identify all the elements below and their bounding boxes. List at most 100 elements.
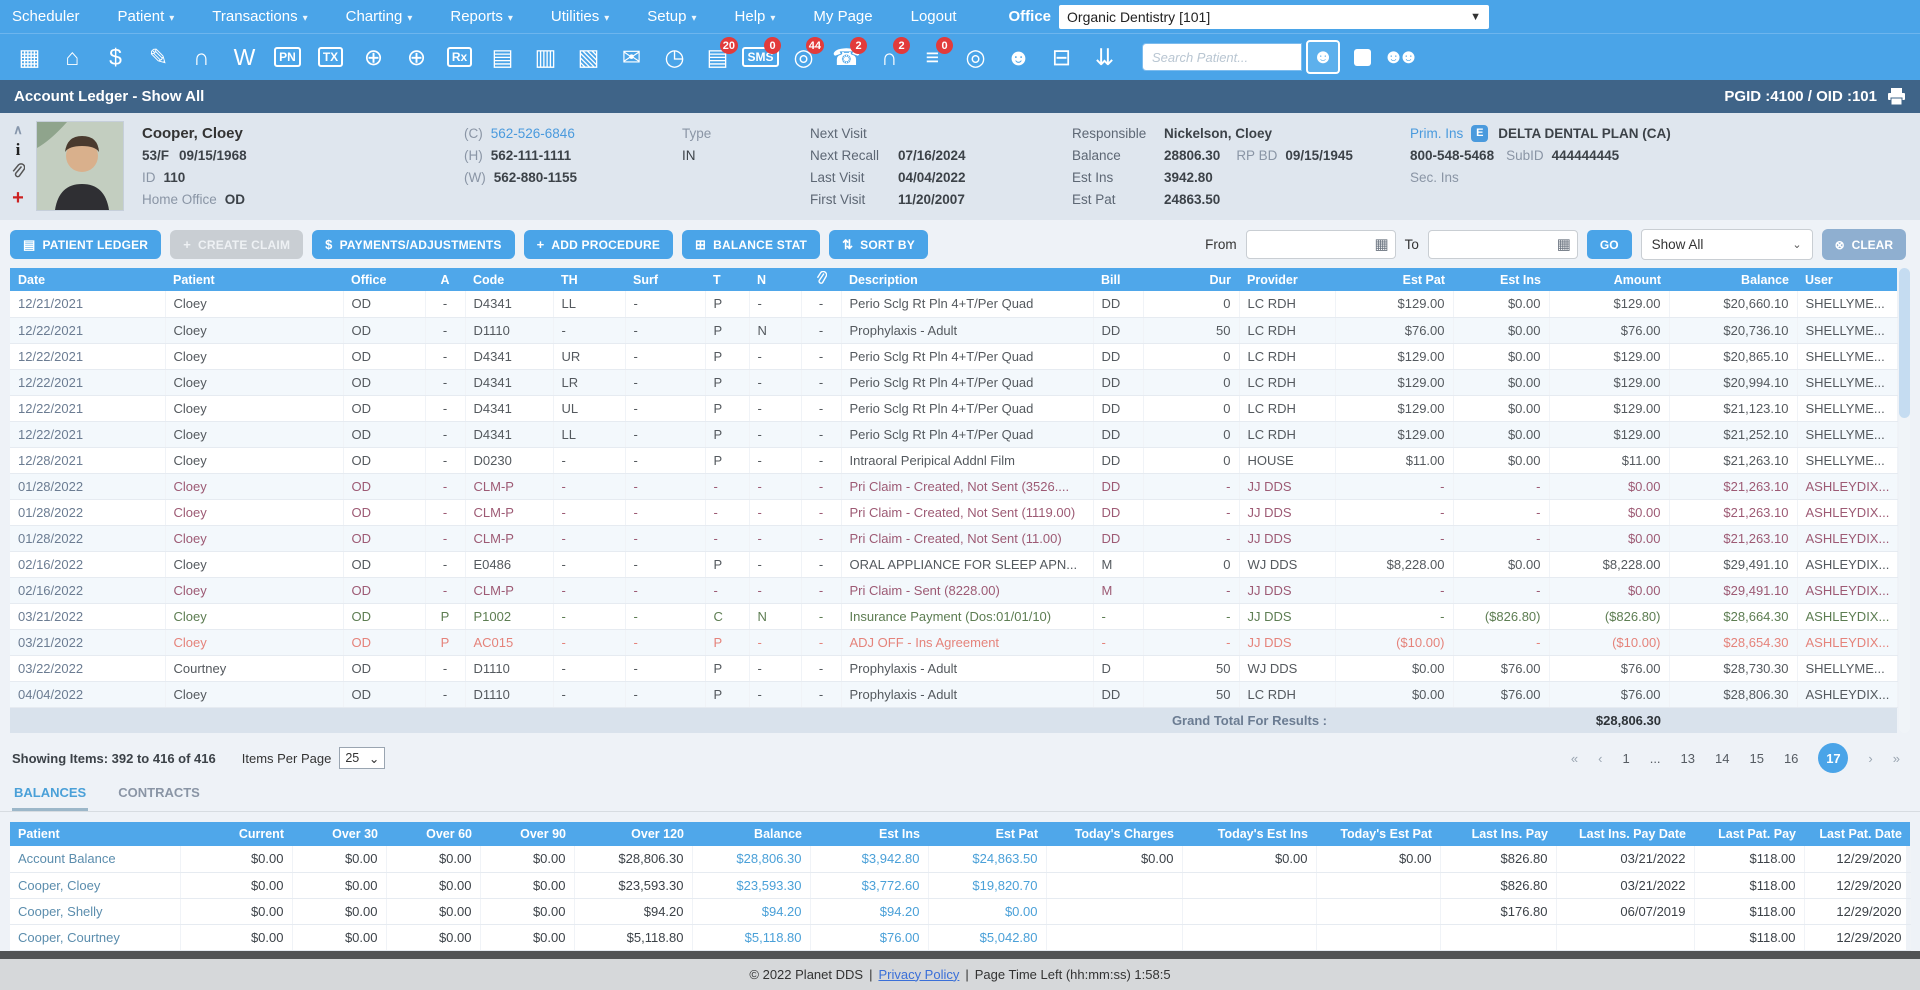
page-arrow-prev[interactable]: ‹ [1598, 750, 1603, 766]
tab-contracts[interactable]: CONTRACTS [118, 785, 200, 800]
bal-col-header-over-90[interactable]: Over 90 [480, 822, 574, 846]
ledger-row[interactable]: 12/21/2021 Cloey OD - D4341 LL - P - - Perio Sclg … [10, 291, 1898, 318]
ledger-row[interactable]: 12/22/2021 Cloey OD - D4341 LR - P - - Perio Sclg … [10, 369, 1898, 396]
bal-col-header-current[interactable]: Current [180, 822, 292, 846]
col-header-user[interactable]: User [1797, 268, 1897, 291]
page-16[interactable]: 16 [1783, 750, 1799, 766]
search-input[interactable] [1142, 43, 1302, 71]
calendar-icon[interactable]: ▦ [1556, 236, 1571, 253]
ledger-row[interactable]: 12/22/2021 Cloey OD - D1110- - P N - Prophylaxis … [10, 317, 1898, 344]
scrollbar-thumb[interactable] [1899, 268, 1910, 418]
col-header-attach[interactable] [801, 268, 841, 291]
web-access-icon[interactable]: ◎ [954, 36, 997, 78]
payments-adjustments-button[interactable]: $ PAYMENTS/ADJUSTMENTS [312, 230, 515, 259]
patient-ledger-button[interactable]: ▤ PATIENT LEDGER [10, 230, 162, 259]
sms-icon[interactable]: SMS 0 [739, 36, 782, 78]
add-icon[interactable]: + [12, 187, 24, 209]
col-header-est-pat[interactable]: Est Pat [1335, 268, 1453, 291]
bal-col-header-est-ins[interactable]: Est Ins [810, 822, 928, 846]
items-per-page-select[interactable]: 25 ⌄ [339, 747, 386, 769]
search-patient-button[interactable]: ☻ [1306, 40, 1340, 74]
show-all-select[interactable]: Show All ⌄ [1640, 229, 1813, 260]
ledger-row[interactable]: 01/28/2022 Cloey OD - CLM-P - - - - - Pri Claim - … [10, 499, 1898, 526]
home-icon[interactable]: ⌂ [51, 36, 94, 78]
col-header-balance[interactable]: Balance [1669, 268, 1797, 291]
tx-calendar-icon[interactable]: TX [309, 36, 352, 78]
prescriptions-icon[interactable]: Rx [438, 36, 481, 78]
page-arrow-next[interactable]: › [1868, 750, 1873, 766]
page-15[interactable]: 15 [1749, 750, 1764, 766]
staff-icon[interactable]: ☻ [997, 36, 1040, 78]
mail-icon[interactable]: ✉ [610, 36, 653, 78]
web-notifications-icon[interactable]: ◎ 44 [782, 36, 825, 78]
ledger-row[interactable]: 03/21/2022 Cloey OD P P1002- - C N - Insurance Pa… [10, 603, 1898, 630]
messages-icon[interactable]: ▤ [481, 36, 524, 78]
prim-ins-link[interactable]: Prim. Ins [1410, 125, 1464, 141]
nav-item-scheduler[interactable]: Scheduler [12, 8, 80, 25]
balance-row[interactable]: Cooper, Courtney $0.00 $0.00 $0.00 $0.00 $5,1… [10, 924, 1911, 951]
add-patient-icon[interactable]: ⊕ [352, 36, 395, 78]
bal-col-header-last-ins-pay-date[interactable]: Last Ins. Pay Date [1556, 822, 1694, 846]
col-header-est-ins[interactable]: Est Ins [1453, 268, 1549, 291]
page-arrow-last[interactable]: » [1892, 750, 1900, 766]
ledger-row[interactable]: 04/04/2022 Cloey OD - D1110- - P - - Prophylaxis … [10, 681, 1898, 708]
time-clock-icon[interactable]: ◷ [653, 36, 696, 78]
bal-col-header-today-s-charges[interactable]: Today's Charges [1046, 822, 1182, 846]
nav-item-setup[interactable]: Setup ▾ [647, 8, 697, 25]
info-icon[interactable]: i [15, 140, 21, 159]
page-arrow-first[interactable]: « [1570, 750, 1579, 766]
clear-button[interactable]: ⊗ CLEAR [1821, 229, 1906, 260]
nav-item-patient[interactable]: Patient ▾ [117, 8, 175, 25]
bal-col-header-over-60[interactable]: Over 60 [386, 822, 480, 846]
documents-icon[interactable]: ▥ [524, 36, 567, 78]
notes-icon[interactable]: ▤ 20 [696, 36, 739, 78]
page-1[interactable]: 1 [1622, 750, 1630, 766]
ledger-row[interactable]: 12/22/2021 Cloey OD - D4341 UR - P - - Perio Sclg … [10, 343, 1898, 370]
calendar-icon[interactable]: ▦ [1374, 236, 1389, 253]
tooth-alerts-icon[interactable]: ∩ 2 [868, 36, 911, 78]
tooth-chart-icon[interactable]: ∩ [180, 36, 223, 78]
col-header-description[interactable]: Description [841, 268, 1093, 291]
page-13[interactable]: 13 [1680, 750, 1696, 766]
pn-calendar-icon[interactable]: PN [266, 36, 309, 78]
support-icon[interactable]: ☎ 2 [825, 36, 868, 78]
page-14[interactable]: 14 [1715, 750, 1730, 766]
col-header-dur[interactable]: Dur [1143, 268, 1239, 291]
tab-balances[interactable]: BALANCES [12, 779, 89, 811]
bal-col-header-today-s-est-ins[interactable]: Today's Est Ins [1182, 822, 1316, 846]
col-header-t[interactable]: T [705, 268, 749, 291]
col-header-amount[interactable]: Amount [1549, 268, 1669, 291]
fax-icon[interactable]: ▧ [567, 36, 610, 78]
bal-col-header-over-120[interactable]: Over 120 [574, 822, 692, 846]
col-header-a[interactable]: A [425, 268, 465, 291]
col-header-date[interactable]: Date [10, 268, 165, 291]
col-header-bill[interactable]: Bill [1093, 268, 1143, 291]
col-header-code[interactable]: Code [465, 268, 553, 291]
ledger-row[interactable]: 12/28/2021 Cloey OD - D0230- - P - - Intraoral Pe… [10, 447, 1898, 474]
eligibility-icon[interactable]: E [1471, 124, 1489, 142]
bal-col-header-today-s-est-pat[interactable]: Today's Est Pat [1316, 822, 1440, 846]
bal-col-header-est-pat[interactable]: Est Pat [928, 822, 1046, 846]
bal-col-header-last-pat-date[interactable]: Last Pat. Date [1804, 822, 1910, 846]
bal-col-header-last-ins-pay[interactable]: Last Ins. Pay [1440, 822, 1556, 846]
patient-photo[interactable] [36, 121, 124, 211]
ledger-row[interactable]: 01/28/2022 Cloey OD - CLM-P - - - - - Pri Claim - … [10, 473, 1898, 500]
add-referral-icon[interactable]: ⊕ [395, 36, 438, 78]
go-button[interactable]: GO [1586, 230, 1632, 259]
vertical-scrollbar[interactable] [1899, 268, 1910, 733]
ledger-row[interactable]: 12/22/2021 Cloey OD - D4341 LL - P - - Perio Sclg … [10, 421, 1898, 448]
nav-item-help[interactable]: Help ▾ [734, 8, 776, 25]
balance-row[interactable]: Cooper, Cloey $0.00 $0.00 $0.00 $0.00 $23,593… [10, 872, 1911, 899]
paperclip-icon[interactable] [11, 163, 26, 183]
print-icon[interactable] [1887, 88, 1906, 105]
ledger-row[interactable]: 03/22/2022 Courtney OD - D1110- - P - - Prophylax… [10, 655, 1898, 682]
nav-item-logout[interactable]: Logout [910, 8, 957, 25]
payments-icon[interactable]: $ [94, 36, 137, 78]
col-header-provider[interactable]: Provider [1239, 268, 1335, 291]
bal-col-header-over-30[interactable]: Over 30 [292, 822, 386, 846]
nav-item-charting[interactable]: Charting ▾ [345, 8, 413, 25]
bal-col-header-last-pat-pay[interactable]: Last Pat. Pay [1694, 822, 1804, 846]
office-select[interactable]: Organic Dentistry [101] ▼ [1059, 4, 1490, 29]
page-17[interactable]: 17 [1818, 743, 1849, 773]
privacy-policy-link[interactable]: Privacy Policy [878, 966, 960, 982]
